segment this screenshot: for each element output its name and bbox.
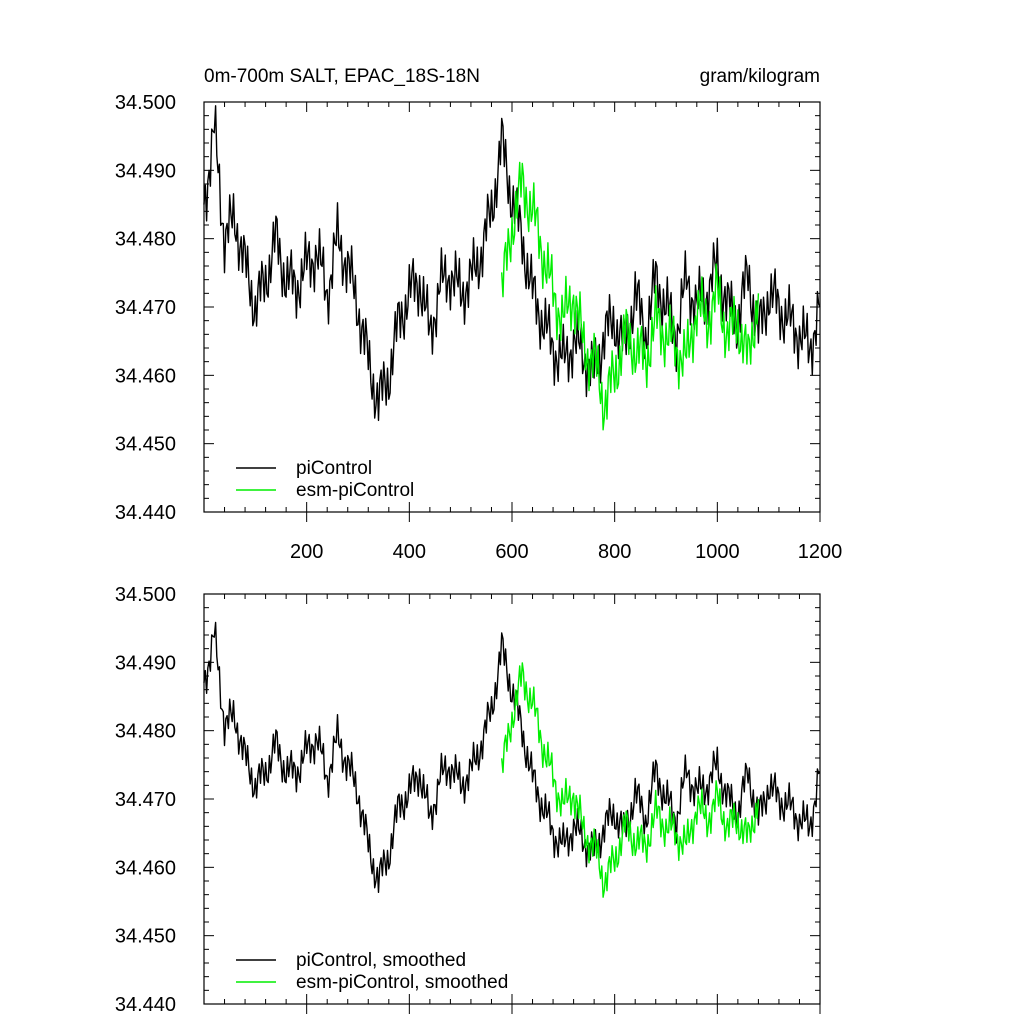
y-tick-label: 34.500 (115, 92, 176, 114)
x-tick-label: 1200 (798, 541, 843, 563)
x-tick-label: 600 (495, 541, 528, 563)
legend-label: piControl (296, 458, 372, 479)
top-panel: 0m-700m SALT, EPAC_18S-18N gram/kilogram… (115, 66, 842, 563)
x-tick-label: 800 (598, 541, 631, 563)
series-line-picontrol (203, 105, 821, 422)
y-tick-label: 34.480 (115, 721, 176, 743)
x-axis: 200 400 600 800 1000 1200 (203, 102, 843, 563)
y-tick-label: 34.440 (115, 994, 176, 1016)
bottom-panel: 34.440 34.450 34.460 34.470 34.480 34.490 34.5… (115, 584, 821, 1016)
y-tick-label: 34.470 (115, 789, 176, 811)
y-axis: 34.440 34.450 34.460 34.470 34.480 34.490 34.5… (115, 584, 820, 1016)
y-tick-label: 34.490 (115, 160, 176, 182)
chart-title: 0m-700m SALT, EPAC_18S-18N (204, 66, 480, 87)
y-tick-label: 34.460 (115, 857, 176, 879)
series-line-esm-picontrol (501, 161, 760, 431)
y-tick-label: 34.480 (115, 229, 176, 251)
series-line-picontrol (203, 621, 821, 893)
units-label: gram/kilogram (700, 66, 820, 87)
legend-label: esm-piControl, smoothed (296, 972, 508, 993)
y-tick-label: 34.470 (115, 297, 176, 319)
legend-label: esm-piControl (296, 480, 414, 501)
y-axis: 34.440 34.450 34.460 34.470 34.480 34.490 34.5… (115, 92, 820, 524)
y-tick-label: 34.490 (115, 652, 176, 674)
y-tick-label: 34.460 (115, 365, 176, 387)
plot-frame (203, 593, 821, 1005)
legend-label: piControl, smoothed (296, 950, 466, 971)
y-tick-label: 34.440 (115, 502, 176, 524)
x-tick-label: 1000 (695, 541, 740, 563)
series-lines (203, 105, 821, 431)
series-lines (203, 621, 821, 898)
y-tick-label: 34.500 (115, 584, 176, 606)
y-tick-label: 34.450 (115, 926, 176, 948)
x-tick-label: 200 (290, 541, 323, 563)
y-tick-label: 34.450 (115, 434, 176, 456)
x-tick-label: 400 (393, 541, 426, 563)
series-line-esm-picontrol (501, 662, 760, 898)
x-axis (203, 594, 821, 1014)
